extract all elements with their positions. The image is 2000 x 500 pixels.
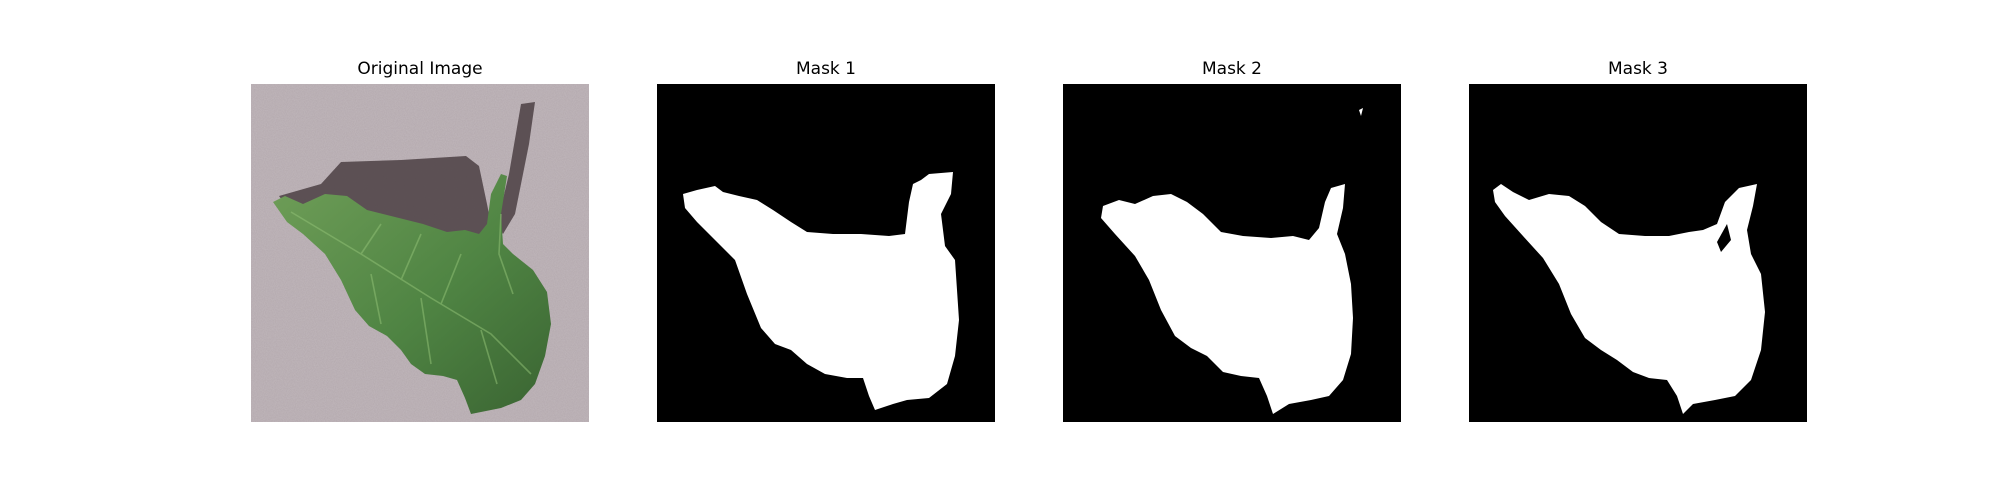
mask-3-leaf-region <box>1493 184 1765 414</box>
panel-title-mask-3: Mask 3 <box>1607 59 1668 79</box>
mask-2-image <box>1063 84 1401 422</box>
mask-2-leaf-region <box>1101 184 1353 414</box>
mask-3-notch <box>1717 224 1731 252</box>
mask-3-panel <box>1469 84 1807 422</box>
original-image-panel <box>251 84 589 422</box>
mask-1-panel <box>657 84 995 422</box>
panel-title-original: Original Image <box>357 59 483 79</box>
mask-2-speck <box>1359 108 1363 116</box>
mask-2-panel <box>1063 84 1401 422</box>
mask-1-image <box>657 84 995 422</box>
leaf-veins <box>290 211 532 385</box>
mask-3-image <box>1469 84 1807 422</box>
panel-title-mask-2: Mask 2 <box>1201 59 1262 79</box>
original-image <box>251 84 589 422</box>
panel-title-mask-1: Mask 1 <box>795 59 856 79</box>
stem-shadow <box>497 102 535 234</box>
leaf <box>273 174 551 414</box>
mask-1-leaf-region <box>683 172 959 410</box>
